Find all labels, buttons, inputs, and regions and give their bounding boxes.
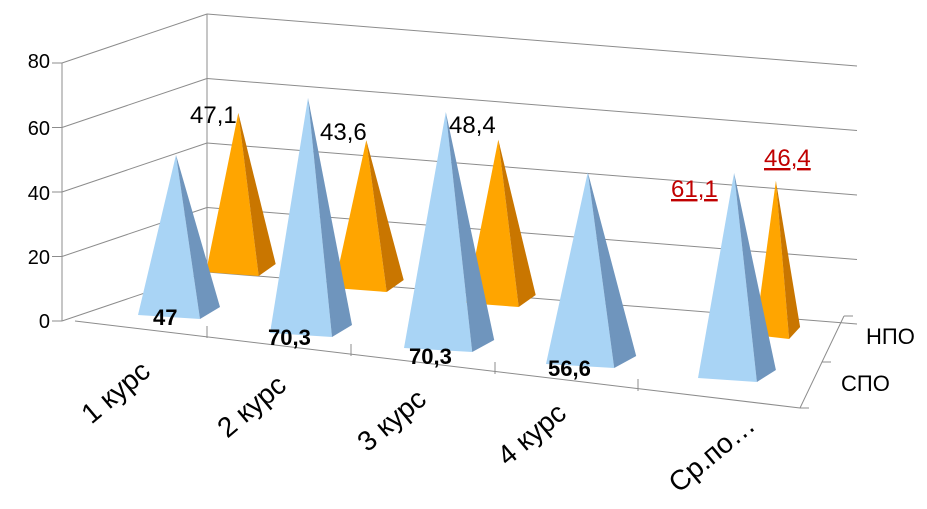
category-label: 4 курс	[491, 397, 572, 472]
pyramid-side	[445, 111, 495, 352]
pyramid-npo-5	[755, 180, 801, 339]
pyramid-face	[755, 180, 790, 339]
pyramid-face	[138, 154, 200, 319]
pyramid-face	[698, 172, 757, 382]
pyramid-side	[366, 140, 404, 292]
pyramid-npo-2	[334, 140, 404, 292]
pyramid-face	[404, 111, 473, 352]
x-axis-categories: 1 курс 2 курс 3 курс 4 курс Ср.по…	[75, 355, 761, 499]
data-label-spo-5: 61,1	[671, 176, 718, 203]
y-axis-ticks: 0 20 40 60 80	[28, 51, 50, 333]
side-gridline	[61, 142, 208, 193]
data-label-spo-3: 70,3	[409, 344, 452, 369]
y-tick-label: 20	[28, 247, 50, 269]
pyramids	[138, 97, 801, 382]
pyramid-face	[206, 112, 259, 276]
back-gridline	[206, 78, 858, 131]
pyramid-npo-1	[206, 112, 276, 276]
series-label-spo: СПО	[841, 371, 890, 396]
pyramid-npo-3	[466, 139, 536, 307]
pyramid-spo-5	[698, 172, 776, 382]
pyramid-side	[308, 97, 352, 337]
pyramid-spo-1	[138, 154, 220, 319]
pyramid-spo-3	[404, 111, 495, 352]
axes	[52, 14, 853, 409]
category-label: 3 курс	[351, 383, 432, 458]
series-label-npo: НПО	[866, 324, 915, 349]
pyramid-spo-2	[270, 97, 352, 337]
pyramid-side	[238, 112, 276, 276]
data-label-spo-1: 47	[153, 305, 177, 330]
data-labels: 47,1 43,6 48,4 46,4 61,1 47 70,3 70,3 56…	[153, 102, 811, 381]
back-gridline	[206, 13, 858, 67]
data-label-npo-2: 43,6	[320, 119, 367, 146]
pyramid-face	[270, 97, 332, 337]
x-axis-line	[74, 320, 801, 409]
category-label: 2 курс	[211, 369, 292, 444]
pyramid-side	[734, 172, 776, 382]
data-label-spo-2: 70,3	[268, 325, 311, 350]
category-label: Ср.по…	[663, 409, 761, 499]
pyramid-spo-4	[546, 172, 637, 368]
series-depth-labels: НПО СПО	[841, 324, 915, 396]
pyramid-side	[775, 180, 801, 339]
pyramid-face	[466, 139, 519, 307]
pyramid-side	[498, 139, 536, 307]
pyramid-face	[334, 140, 387, 292]
y-tick-label: 80	[28, 51, 50, 73]
pyramid-face	[546, 172, 615, 368]
pyramid-side	[176, 154, 220, 319]
y-tick-label: 40	[28, 183, 50, 205]
side-gridline	[61, 78, 208, 128]
data-label-npo-1: 47,1	[190, 102, 237, 129]
data-label-npo-3: 48,4	[449, 112, 496, 139]
category-label: 1 курс	[75, 355, 156, 430]
side-gridline	[61, 13, 208, 64]
data-label-spo-4: 56,6	[548, 356, 591, 381]
y-tick-label: 60	[28, 118, 50, 140]
pyramid-side	[587, 172, 637, 368]
y-tick-label: 0	[39, 311, 50, 333]
data-label-npo-5: 46,4	[764, 145, 811, 172]
